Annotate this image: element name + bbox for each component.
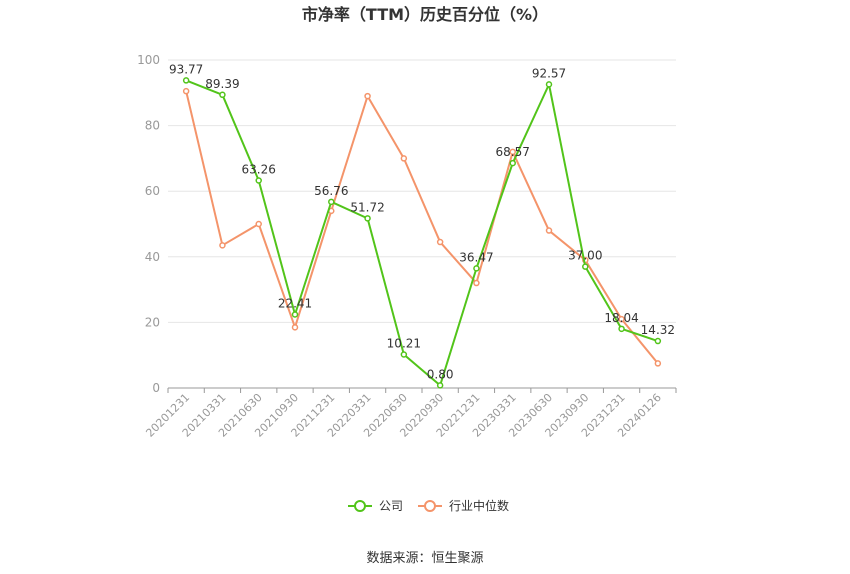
source-note: 数据来源：恒生聚源 <box>366 551 483 566</box>
y-tick-label: 100 <box>137 53 160 67</box>
legend[interactable]: 公司 行业中位数 <box>348 498 509 513</box>
data-label: 68.57 <box>496 145 530 159</box>
data-point-company <box>436 382 444 389</box>
data-label: 22.41 <box>278 296 312 310</box>
y-tick-label: 20 <box>145 315 160 329</box>
data-point-company <box>291 311 299 318</box>
data-label: 37.00 <box>568 249 602 263</box>
data-point-industry-median <box>436 238 444 246</box>
data-label: 63.26 <box>242 163 276 177</box>
data-point-industry-median <box>509 148 516 156</box>
data-point-company <box>618 325 625 333</box>
data-point-company <box>654 337 662 345</box>
data-point-company <box>219 91 226 99</box>
data-point-company <box>328 198 335 206</box>
data-point-company <box>364 215 371 222</box>
data-label: 93.77 <box>169 62 203 76</box>
data-point-industry-median <box>545 227 553 234</box>
data-label: 89.39 <box>205 77 239 91</box>
data-point-company <box>255 177 262 184</box>
legend-marker-icon <box>424 500 436 512</box>
data-point-industry-median <box>400 155 408 162</box>
data-point-industry-median <box>219 242 226 249</box>
data-label: 92.57 <box>532 66 566 80</box>
data-point-industry-median <box>473 279 480 287</box>
chart-title: 市净率（TTM）历史百分位（%） <box>302 5 548 24</box>
y-tick-label: 80 <box>145 119 160 133</box>
data-label: 10.21 <box>387 337 421 351</box>
data-point-company <box>582 263 589 270</box>
y-tick-label: 60 <box>145 184 160 198</box>
data-point-industry-median <box>182 87 190 95</box>
data-label: 18.04 <box>604 311 638 325</box>
data-point-industry-median <box>654 360 662 367</box>
data-point-industry-median <box>291 324 299 331</box>
legend-item-industry-median[interactable]: 行业中位数 <box>418 498 509 513</box>
data-point-industry-median <box>618 315 625 323</box>
legend-label: 公司 <box>379 499 403 513</box>
series-line-company <box>185 79 659 387</box>
legend-label: 行业中位数 <box>449 498 509 513</box>
data-label: 56.76 <box>314 184 348 198</box>
data-point-industry-median <box>364 92 371 100</box>
y-tick-label: 40 <box>145 250 160 264</box>
legend-marker-icon <box>354 500 366 512</box>
data-point-company <box>473 265 480 272</box>
y-tick-label: 0 <box>152 381 160 395</box>
data-point-company <box>182 77 190 84</box>
data-label: 14.32 <box>641 323 675 337</box>
series-line-industry-median <box>185 90 659 365</box>
data-label: 0.80 <box>427 367 454 381</box>
data-label: 36.47 <box>459 250 493 264</box>
legend-item-company[interactable]: 公司 <box>348 499 403 513</box>
y-axis: 0 20 40 60 80 100 <box>137 53 160 395</box>
data-point-company <box>509 159 516 167</box>
grid-lines <box>168 59 676 323</box>
data-label: 51.72 <box>350 200 384 214</box>
data-point-company <box>400 351 408 358</box>
data-point-industry-median <box>255 220 262 228</box>
data-point-company <box>545 81 553 88</box>
x-axis: 2020123120210331202106302021093020211231… <box>143 387 677 440</box>
